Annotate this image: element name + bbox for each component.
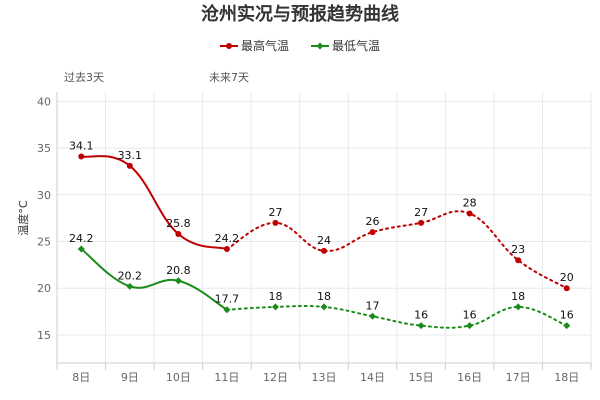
series-line-observed-min: [80, 248, 228, 311]
period-label-past: 过去3天: [64, 71, 104, 84]
data-point-max: [418, 219, 425, 226]
data-label-min: 18: [317, 290, 331, 303]
data-point-min: [174, 277, 182, 285]
legend-item-max[interactable]: 最高气温: [220, 38, 289, 53]
x-tick-label: 18日: [554, 371, 579, 384]
y-tick-label: 15: [37, 329, 51, 342]
data-point-min: [417, 322, 425, 330]
data-label-min: 20.2: [118, 269, 143, 282]
data-label-max: 33.1: [118, 149, 143, 162]
data-label-max: 25.8: [166, 217, 191, 230]
y-tick-label: 20: [37, 282, 51, 295]
period-label-future: 未来7天: [209, 71, 249, 84]
series-line-forecast-min: [225, 304, 568, 329]
x-tick-label: 9日: [121, 371, 139, 384]
x-tick-label: 13日: [312, 371, 337, 384]
data-label-min: 17.7: [215, 293, 240, 306]
x-tick-label: 16日: [457, 371, 482, 384]
y-axis-title: 温度°C: [16, 200, 30, 235]
legend-item-min[interactable]: 最低气温: [311, 38, 380, 53]
data-point-min: [77, 245, 85, 253]
data-point-min: [563, 322, 571, 330]
data-point-max: [223, 245, 230, 252]
legend: 最高气温 最低气温: [220, 38, 380, 53]
series-line-observed-max: [81, 155, 228, 250]
data-label-min: 16: [560, 309, 574, 322]
legend-marker-max: [226, 43, 232, 49]
data-label-min: 24.2: [69, 232, 94, 245]
data-label-min: 18: [511, 290, 525, 303]
legend-marker-min: [316, 42, 324, 50]
x-tick-label: 10日: [166, 371, 191, 384]
data-point-max: [369, 229, 376, 236]
data-label-max: 28: [463, 196, 477, 209]
data-point-min: [466, 322, 474, 330]
data-point-max: [321, 247, 327, 254]
x-tick-label: 14日: [360, 371, 385, 384]
data-labels: 34.1 33.1 25.8 24.2 27 24 26 27 28 23 20 24.2 20.2 20…: [69, 139, 574, 321]
data-label-max: 24: [317, 234, 331, 247]
data-point-max: [78, 153, 85, 160]
data-label-max: 20: [560, 271, 574, 284]
y-tick-label: 35: [37, 142, 51, 155]
data-label-max: 27: [268, 206, 282, 219]
grid: [56, 92, 592, 363]
x-tick-label: 11日: [214, 371, 239, 384]
data-point-max: [466, 210, 473, 217]
x-tick-label: 15日: [409, 371, 434, 384]
data-point-max: [272, 219, 279, 226]
data-label-min: 17: [366, 299, 380, 312]
y-tick-label: 30: [37, 189, 51, 202]
data-point-max: [175, 231, 182, 238]
data-label-max: 24.2: [215, 232, 240, 245]
data-label-min: 18: [268, 290, 282, 303]
legend-label-min: 最低气温: [332, 38, 380, 53]
y-tick-label: 25: [37, 236, 51, 249]
data-label-max: 23: [511, 243, 525, 256]
series-layer: [77, 153, 571, 330]
data-label-min: 16: [414, 309, 428, 322]
data-point-min: [271, 303, 279, 311]
data-point-max: [126, 162, 133, 169]
data-point-min: [514, 303, 522, 311]
legend-label-max: 最高气温: [241, 38, 289, 53]
series-line-forecast-max: [225, 210, 568, 290]
data-point-min: [223, 306, 231, 314]
x-tick-label: 8日: [72, 371, 90, 384]
data-point-max: [515, 257, 522, 264]
data-label-min: 16: [463, 309, 477, 322]
x-tick-label: 17日: [506, 371, 531, 384]
data-label-min: 20.8: [166, 264, 191, 277]
data-point-min: [320, 303, 328, 311]
axes: 15 20 25 30 35 40 8日 9日 10日 11日 12日 13日 14日 15日 16日 17日…: [37, 92, 592, 384]
y-tick-label: 40: [37, 95, 51, 108]
x-tick-label: 12日: [263, 371, 288, 384]
data-point-min: [126, 282, 134, 290]
chart-title: 沧州实况与预报趋势曲线: [201, 3, 399, 25]
data-point-max: [563, 285, 570, 292]
data-label-max: 26: [366, 215, 380, 228]
data-point-min: [369, 312, 377, 320]
data-label-max: 34.1: [69, 139, 94, 152]
data-label-max: 27: [414, 206, 428, 219]
